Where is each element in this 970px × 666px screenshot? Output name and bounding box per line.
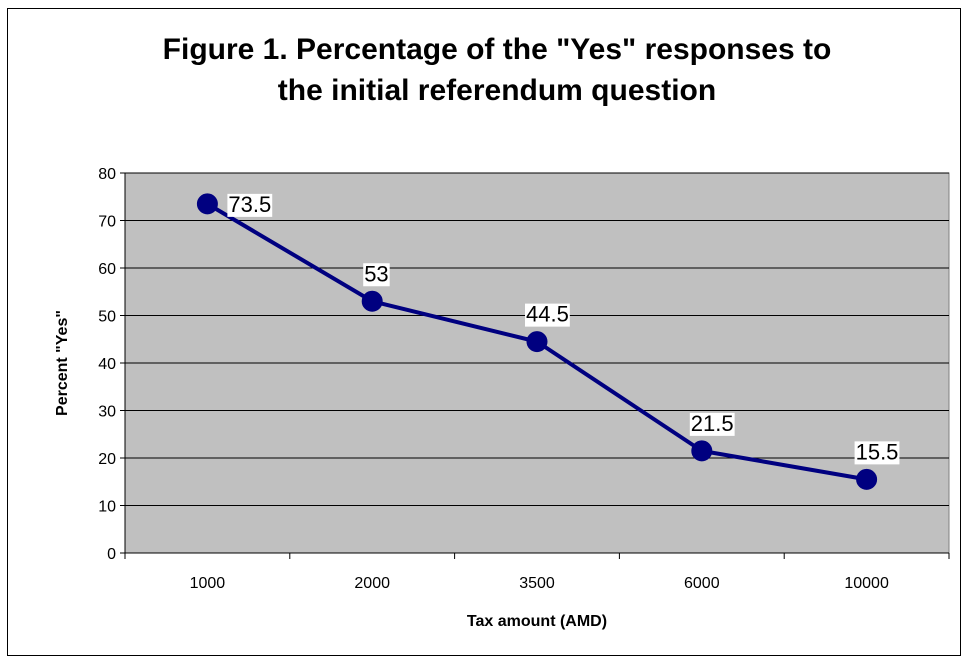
data-label-text: 21.5: [691, 411, 734, 436]
x-tick-label: 1000: [190, 575, 226, 592]
chart-title-line-1: Figure 1. Percentage of the "Yes" respon…: [163, 33, 832, 66]
y-tick-label: 20: [98, 451, 116, 468]
data-label: 44.5: [525, 302, 570, 327]
x-tick-label: 6000: [684, 575, 720, 592]
data-point: [526, 331, 548, 353]
data-label: 53: [363, 261, 390, 287]
data-label: 73.5: [227, 192, 273, 217]
y-tick-labels: 0 10 20 30 40 50 60 70 80: [98, 166, 116, 563]
axes: [120, 172, 950, 559]
data-label-text: 44.5: [526, 302, 569, 327]
y-tick-label: 10: [98, 499, 116, 516]
y-tick-label: 30: [98, 404, 116, 421]
data-label-background: [363, 263, 390, 287]
data-label-background: [854, 441, 900, 465]
y-tick-label: 60: [98, 261, 116, 278]
y-tick-label: 40: [98, 356, 116, 373]
data-label-background: [525, 303, 570, 327]
x-tick-label: 2000: [354, 575, 390, 592]
y-tick-label: 80: [98, 166, 116, 183]
x-tick-label: 3500: [519, 575, 555, 592]
data-labels: 73.5 53 44.5 21.5 15.5: [227, 192, 900, 465]
data-label: 21.5: [689, 411, 735, 436]
x-tick-labels: 1000 2000 3500 6000 10000: [190, 575, 889, 592]
data-label-text: 15.5: [856, 439, 899, 464]
x-tick-label: 10000: [844, 575, 889, 592]
data-label-text: 53: [364, 261, 388, 286]
data-point: [691, 440, 713, 462]
data-point: [361, 290, 383, 312]
data-point: [856, 468, 878, 490]
data-point: [196, 193, 218, 215]
y-axis-title: Percent "Yes": [54, 310, 71, 416]
data-label: 15.5: [854, 439, 900, 465]
data-label-background: [689, 412, 735, 436]
x-axis-title: Tax amount (AMD): [467, 613, 607, 630]
y-tick-label: 70: [98, 214, 116, 231]
series-yes: [196, 193, 878, 490]
chart-title-line-2: the initial referendum question: [278, 74, 716, 107]
data-label-background: [227, 193, 273, 217]
y-tick-label: 0: [107, 546, 116, 563]
y-tick-label: 50: [98, 309, 116, 326]
data-label-text: 73.5: [228, 192, 271, 217]
